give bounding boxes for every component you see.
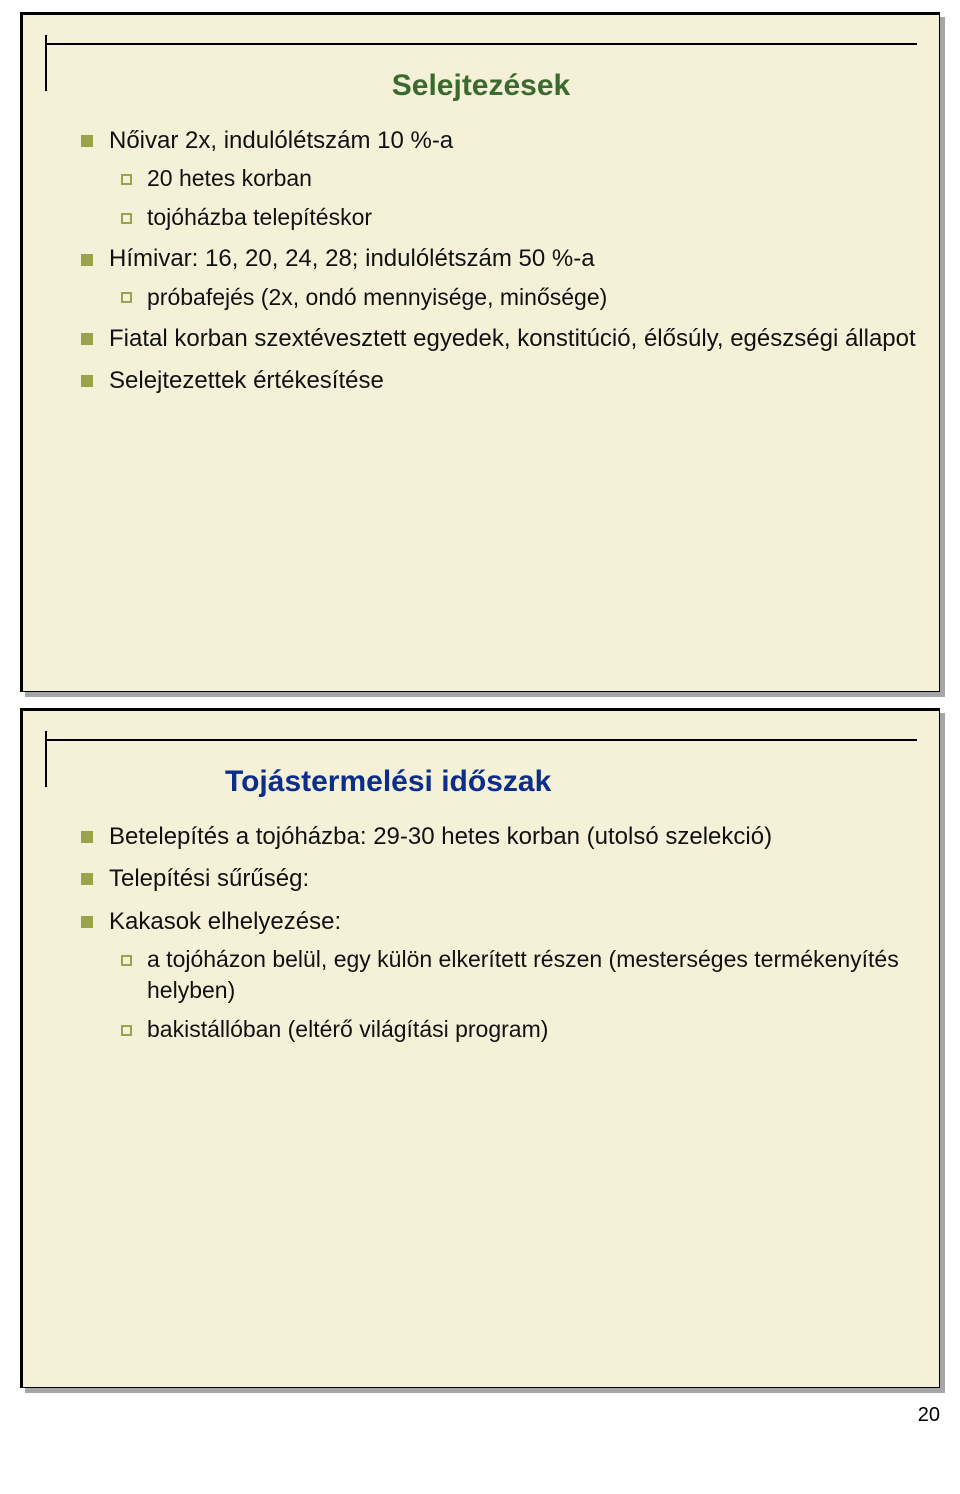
page-number: 20 <box>20 1404 940 1427</box>
slide-2: Tojástermelési időszak Betelepítés a toj… <box>20 708 940 1388</box>
list-item: Selejtezettek értékesítése <box>81 365 917 397</box>
slide-1: Selejtezések Nőivar 2x, indulólétszám 10… <box>20 12 940 692</box>
list-item: Nőivar 2x, indulólétszám 10 %-a 20 hetes… <box>81 125 917 233</box>
sub-list-item: a tojóházon belül, egy külön elkerített … <box>121 944 917 1006</box>
bullet-list: Betelepítés a tojóházba: 29-30 hetes kor… <box>81 821 917 1045</box>
decorative-rule <box>45 43 917 45</box>
decorative-rule <box>45 739 917 741</box>
list-item-text: Selejtezettek értékesítése <box>109 367 384 394</box>
sub-list-item: bakistállóban (eltérő világítási program… <box>121 1014 917 1045</box>
bullet-list: Nőivar 2x, indulólétszám 10 %-a 20 hetes… <box>81 125 917 398</box>
list-item: Kakasok elhelyezése: a tojóházon belül, … <box>81 906 917 1046</box>
list-item-text: Betelepítés a tojóházba: 29-30 hetes kor… <box>109 823 772 850</box>
sub-list-item: 20 hetes korban <box>121 163 917 194</box>
list-item: Betelepítés a tojóházba: 29-30 hetes kor… <box>81 821 917 853</box>
slide-title: Tojástermelési időszak <box>225 765 917 799</box>
list-item-text: Telepítési sűrűség: <box>109 865 309 892</box>
sub-list: a tojóházon belül, egy külön elkerített … <box>121 944 917 1045</box>
list-item: Telepítési sűrűség: <box>81 863 917 895</box>
list-item-text: Nőivar 2x, indulólétszám 10 %-a <box>109 127 453 154</box>
page: Selejtezések Nőivar 2x, indulólétszám 10… <box>0 12 960 1427</box>
sub-list: 20 hetes korban tojóházba telepítéskor <box>121 163 917 233</box>
list-item: Hímivar: 16, 20, 24, 28; indulólétszám 5… <box>81 243 917 312</box>
sub-list-item: próbafejés (2x, ondó mennyisége, minőség… <box>121 282 917 313</box>
list-item-text: Kakasok elhelyezése: <box>109 908 341 935</box>
list-item: Fiatal korban szextévesztett egyedek, ko… <box>81 323 917 355</box>
list-item-text: Fiatal korban szextévesztett egyedek, ko… <box>109 325 916 352</box>
list-item-text: Hímivar: 16, 20, 24, 28; indulólétszám 5… <box>109 245 595 272</box>
sub-list: próbafejés (2x, ondó mennyisége, minőség… <box>121 282 917 313</box>
sub-list-item: tojóházba telepítéskor <box>121 202 917 233</box>
slide-title: Selejtezések <box>45 69 917 103</box>
